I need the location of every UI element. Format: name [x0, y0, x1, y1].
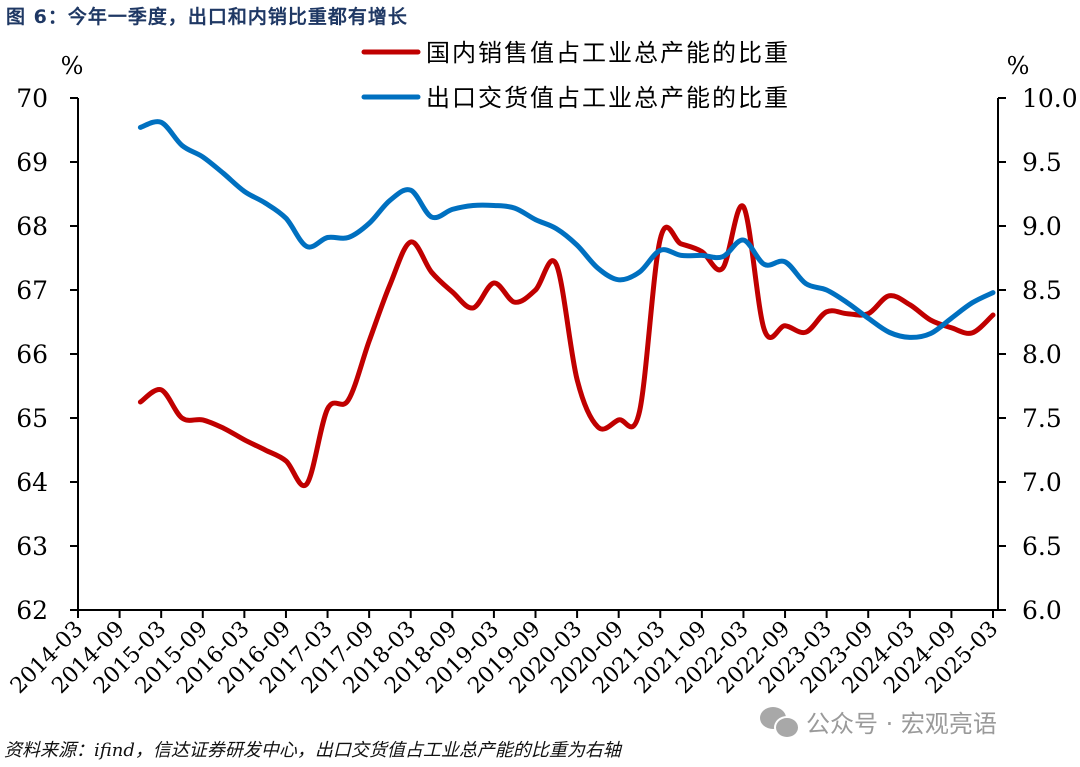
y-right-tick-label: 6.0	[1022, 596, 1062, 625]
y-axis-right: 6.0 6.5 7.0 7.5 8.0 8.5 9.0 9.5 10.0	[997, 84, 1078, 625]
legend-label-export: 出口交货值占工业总产能的比重	[426, 84, 790, 112]
source-note: 资料来源：ifind，信达证券研发中心，出口交货值占工业总产能的比重为右轴	[4, 740, 621, 761]
y-right-tick-label: 7.0	[1022, 468, 1062, 497]
series-layer	[137, 119, 996, 489]
y-right-tick-label: 10.0	[1022, 84, 1078, 113]
watermark-text: 公众号 · 宏观亮语	[806, 710, 997, 738]
y-left-tick-label: 67	[16, 276, 48, 305]
y-axis-right-unit: %	[1007, 52, 1030, 80]
y-right-tick-label: 8.0	[1022, 340, 1062, 369]
line-chart: 62 63 64 65 66 67 68 69 70 6.0 6.5 7.0 7.5 8.0 8.5 9.0…	[6, 39, 1078, 699]
y-left-tick-label: 62	[16, 596, 48, 625]
watermark: 公众号 · 宏观亮语	[760, 704, 997, 739]
y-left-tick-label: 63	[16, 532, 48, 561]
y-left-tick-label: 69	[16, 148, 48, 177]
y-right-tick-label: 9.5	[1022, 148, 1062, 177]
y-right-tick-label: 9.0	[1022, 212, 1062, 241]
y-axis-left: 62 63 64 65 66 67 68 69 70	[16, 84, 79, 625]
y-left-tick-label: 66	[16, 340, 48, 369]
legend-label-domestic: 国内销售值占工业总产能的比重	[426, 39, 790, 67]
domestic-sales-line	[137, 203, 996, 489]
x-axis: 2014-032014-092015-032015-092016-032016-…	[6, 609, 1006, 699]
y-right-tick-label: 6.5	[1022, 532, 1062, 561]
y-left-tick-label: 70	[16, 84, 48, 113]
export-delivery-line	[137, 119, 996, 340]
y-left-tick-label: 65	[16, 404, 48, 433]
y-left-tick-label: 64	[16, 468, 48, 497]
y-right-tick-label: 8.5	[1022, 276, 1062, 305]
wechat-icon	[760, 706, 800, 739]
figure-title: 图 6：今年一季度，出口和内销比重都有增长	[6, 6, 408, 28]
y-left-tick-label: 68	[16, 212, 48, 241]
y-right-tick-label: 7.5	[1022, 404, 1062, 433]
y-axis-left-unit: %	[61, 52, 84, 80]
